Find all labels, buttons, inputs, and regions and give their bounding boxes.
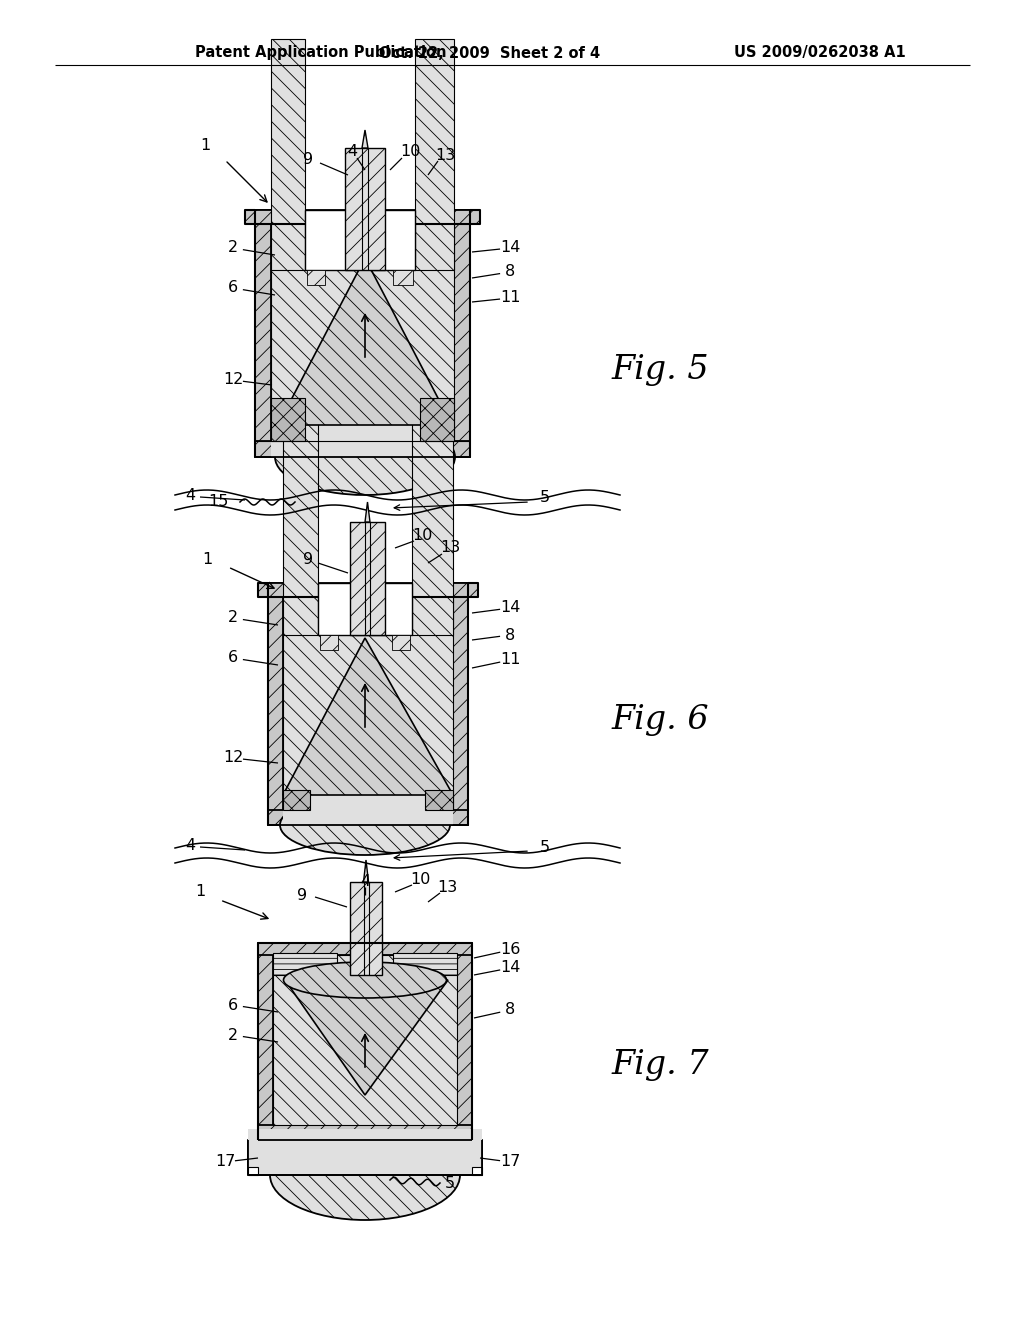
Text: 13: 13 <box>435 148 455 162</box>
Text: 9: 9 <box>297 887 307 903</box>
Text: 10: 10 <box>399 144 420 160</box>
Bar <box>392 635 410 649</box>
Text: 5: 5 <box>540 840 550 854</box>
Bar <box>273 954 457 1125</box>
Polygon shape <box>364 861 369 882</box>
Bar <box>245 210 480 224</box>
Bar <box>283 789 310 810</box>
Bar <box>283 597 453 810</box>
Text: 12: 12 <box>223 372 243 388</box>
Bar <box>307 271 325 285</box>
Bar <box>258 1125 472 1140</box>
Text: 14: 14 <box>500 240 520 256</box>
Bar <box>350 521 385 635</box>
Text: 15: 15 <box>208 495 228 510</box>
Text: 8: 8 <box>505 264 515 280</box>
Polygon shape <box>362 129 368 148</box>
Bar <box>258 583 478 597</box>
Bar <box>454 210 470 457</box>
Text: 4: 4 <box>185 487 195 503</box>
Text: 2: 2 <box>228 610 238 626</box>
Bar <box>412 408 453 635</box>
Bar <box>248 1129 482 1175</box>
Ellipse shape <box>270 1130 460 1220</box>
Text: 11: 11 <box>500 290 520 305</box>
Text: 1: 1 <box>195 884 205 899</box>
Bar <box>283 408 318 635</box>
Bar <box>271 224 454 441</box>
Bar <box>271 399 305 441</box>
Bar <box>350 882 382 975</box>
Text: 16: 16 <box>500 942 520 957</box>
Text: Patent Application Publication: Patent Application Publication <box>195 45 446 61</box>
Ellipse shape <box>284 962 446 998</box>
Text: 12: 12 <box>223 751 243 766</box>
Bar <box>420 399 454 441</box>
Text: 4: 4 <box>347 144 357 160</box>
Bar <box>283 795 453 825</box>
Bar <box>255 441 470 457</box>
Text: 13: 13 <box>440 540 460 556</box>
Text: 17: 17 <box>215 1155 236 1170</box>
Text: 2: 2 <box>228 1027 238 1043</box>
Bar <box>248 1167 258 1175</box>
Bar <box>453 583 468 825</box>
Text: Fig. 6: Fig. 6 <box>611 704 709 737</box>
Text: 9: 9 <box>303 553 313 568</box>
Polygon shape <box>365 502 370 521</box>
Text: 1: 1 <box>200 137 210 153</box>
Text: 5: 5 <box>540 491 550 506</box>
Bar <box>271 417 454 457</box>
Text: US 2009/0262038 A1: US 2009/0262038 A1 <box>734 45 906 61</box>
Text: Fig. 7: Fig. 7 <box>611 1049 709 1081</box>
Bar <box>305 210 415 271</box>
Bar <box>271 403 454 441</box>
Bar <box>457 942 472 1140</box>
Polygon shape <box>283 638 453 795</box>
Text: 8: 8 <box>505 627 515 643</box>
Text: 6: 6 <box>228 281 238 296</box>
Text: 13: 13 <box>437 880 457 895</box>
Bar <box>268 810 468 825</box>
Text: 6: 6 <box>228 651 238 665</box>
Text: 14: 14 <box>500 601 520 615</box>
Text: 6: 6 <box>228 998 238 1012</box>
Bar <box>258 942 273 1140</box>
Bar <box>258 942 472 954</box>
Bar <box>393 953 457 975</box>
Text: 5: 5 <box>445 1176 455 1191</box>
Text: 17: 17 <box>500 1155 520 1170</box>
Text: 10: 10 <box>412 528 432 544</box>
Bar <box>393 271 413 285</box>
Text: 4: 4 <box>185 837 195 853</box>
Ellipse shape <box>275 418 455 495</box>
Bar <box>345 148 385 271</box>
Text: 11: 11 <box>500 652 520 668</box>
Bar <box>255 210 271 457</box>
Text: 1: 1 <box>202 553 212 568</box>
Polygon shape <box>278 257 452 425</box>
Text: 10: 10 <box>410 873 430 887</box>
Text: 4: 4 <box>360 874 370 890</box>
Text: 2: 2 <box>228 240 238 256</box>
Bar <box>425 789 453 810</box>
Text: 9: 9 <box>303 153 313 168</box>
Bar <box>415 40 454 271</box>
Text: Fig. 5: Fig. 5 <box>611 354 709 385</box>
Bar <box>271 40 305 271</box>
Ellipse shape <box>280 795 450 855</box>
Text: 14: 14 <box>500 961 520 975</box>
Bar <box>319 635 338 649</box>
Polygon shape <box>285 979 449 1096</box>
Bar <box>268 583 283 825</box>
Bar <box>273 953 337 975</box>
Text: Oct. 22, 2009  Sheet 2 of 4: Oct. 22, 2009 Sheet 2 of 4 <box>380 45 600 61</box>
Bar <box>318 583 412 635</box>
Bar <box>248 1140 482 1175</box>
Bar <box>472 1167 482 1175</box>
Text: 8: 8 <box>505 1002 515 1018</box>
